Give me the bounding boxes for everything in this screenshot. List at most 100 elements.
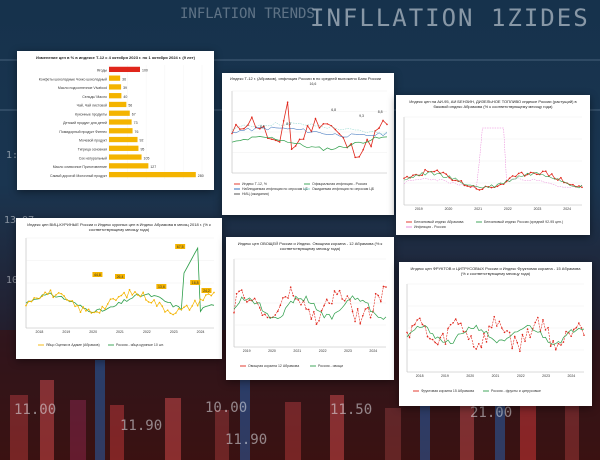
series-line-point bbox=[356, 307, 359, 310]
series-line-point bbox=[529, 171, 532, 174]
bar bbox=[109, 163, 149, 169]
bar bbox=[109, 84, 122, 90]
series-line bbox=[231, 102, 388, 158]
series-line-point bbox=[466, 185, 469, 187]
series-line-point bbox=[158, 301, 161, 304]
value-label: 100 bbox=[142, 69, 148, 73]
series-line bbox=[406, 324, 585, 345]
background-number: 10.00 bbox=[205, 400, 248, 416]
series-line-point bbox=[506, 330, 508, 332]
series-line-point bbox=[408, 336, 411, 339]
x-tick-label: 2020 bbox=[89, 330, 97, 334]
series-line-point bbox=[294, 145, 297, 147]
series-line-point bbox=[526, 328, 529, 330]
series-line-point bbox=[377, 294, 380, 297]
bar bbox=[109, 110, 130, 116]
data-label: 26,4 bbox=[117, 275, 124, 279]
data-label: 16,8 bbox=[192, 281, 199, 285]
category-label: Детский продукт для детей bbox=[63, 121, 107, 125]
series-line-point bbox=[463, 184, 466, 187]
legend-label: Официальная инфляция - Россия bbox=[312, 182, 367, 186]
data-label: 67,5 bbox=[177, 245, 184, 249]
series-line-point bbox=[362, 148, 364, 151]
series-line-point bbox=[475, 188, 478, 190]
series-line-point bbox=[342, 136, 345, 139]
series-line-point bbox=[323, 304, 325, 307]
legend-label: Наблюдаемая инфляция по опросам ЦБ bbox=[242, 187, 309, 191]
value-label: 127 bbox=[150, 165, 156, 169]
legend-label: Россия - овощи bbox=[318, 364, 343, 368]
x-tick-label: 2019 bbox=[441, 374, 449, 378]
bar bbox=[109, 101, 127, 108]
series-line-point bbox=[578, 322, 580, 324]
series-line-point bbox=[279, 304, 282, 307]
series-line-point bbox=[570, 335, 572, 338]
series-line-point bbox=[258, 307, 261, 309]
series-line-point bbox=[544, 170, 547, 172]
legend-label: НИЦ (ожидания) bbox=[242, 192, 269, 196]
series-line-point bbox=[346, 295, 349, 297]
series-line-point bbox=[421, 323, 424, 326]
bar bbox=[109, 136, 138, 143]
series-line-point bbox=[302, 138, 305, 140]
panel-title: Индекс цен ОВОЩЕЙ России и Индекс. Овощн… bbox=[237, 241, 383, 251]
series-line-point bbox=[426, 335, 429, 338]
panel-title: Изменение цен в % в индексе Т-12 с 4 окт… bbox=[36, 55, 195, 60]
series-line-point bbox=[411, 325, 413, 327]
series-line-point bbox=[213, 291, 215, 294]
series-line-point bbox=[30, 300, 33, 303]
series-line-point bbox=[406, 331, 408, 334]
egg-price-index-panel: Индекс цен ВИЦ-КУРИНЫЕ России и Индекс к… bbox=[16, 218, 222, 359]
legend-label: Инфляция - Россия bbox=[414, 225, 446, 229]
series-line-point bbox=[419, 317, 421, 320]
series-line-point bbox=[307, 308, 310, 311]
series-line-point bbox=[147, 301, 150, 303]
x-tick-label: 2023 bbox=[534, 207, 542, 211]
series-line-point bbox=[572, 183, 574, 186]
series-line-point bbox=[274, 314, 277, 316]
series-line-point bbox=[104, 308, 106, 310]
x-tick-label: 2019 bbox=[243, 349, 251, 353]
x-tick-label: 2018 bbox=[36, 330, 44, 334]
value-label: 92 bbox=[140, 139, 144, 143]
series-line-point bbox=[41, 295, 44, 297]
series-line-point bbox=[508, 331, 511, 334]
series-line-point bbox=[210, 294, 213, 297]
series-line-point bbox=[449, 323, 452, 326]
category-label: Масло подсолнечное Vivafood bbox=[58, 86, 107, 90]
series-line-point bbox=[139, 295, 142, 298]
series-line-point bbox=[115, 299, 117, 302]
series-line-point bbox=[529, 336, 531, 339]
series-line-point bbox=[581, 186, 583, 189]
series-line-point bbox=[172, 313, 174, 316]
series-line-point bbox=[98, 312, 101, 314]
series-line-point bbox=[177, 308, 180, 310]
series-line-point bbox=[63, 295, 65, 297]
series-line-point bbox=[424, 168, 426, 171]
series-line-point bbox=[470, 335, 472, 337]
data-label-box bbox=[175, 244, 186, 249]
series-line-point bbox=[235, 292, 238, 295]
series-line-point bbox=[284, 295, 287, 298]
category-label: Тигрица основная bbox=[78, 148, 107, 152]
series-line-point bbox=[325, 298, 328, 301]
series-line-point bbox=[282, 120, 285, 122]
series-line-point bbox=[49, 289, 52, 291]
series-line-point bbox=[120, 294, 123, 297]
x-tick-label: 2024 bbox=[197, 330, 205, 334]
value-label: 40 bbox=[123, 95, 127, 99]
bar bbox=[109, 128, 133, 134]
series-line-point bbox=[501, 327, 503, 329]
series-line-point bbox=[378, 127, 380, 129]
series-line-point bbox=[243, 296, 246, 299]
series-line-point bbox=[374, 292, 377, 295]
vegetable-price-index-panel: Индекс цен ОВОЩЕЙ России и Индекс. Овощн… bbox=[226, 237, 394, 380]
legend-label: Овощная корзина 12 Абрамова bbox=[248, 364, 299, 368]
series-line-point bbox=[495, 325, 498, 327]
background-number: 11.90 bbox=[225, 432, 268, 448]
series-line-point bbox=[136, 294, 139, 296]
data-label: 8,3 bbox=[260, 125, 265, 129]
category-label: Помидорный продукт Фитнес bbox=[59, 130, 107, 134]
series-line-point bbox=[38, 297, 41, 300]
series-line-point bbox=[385, 286, 387, 288]
